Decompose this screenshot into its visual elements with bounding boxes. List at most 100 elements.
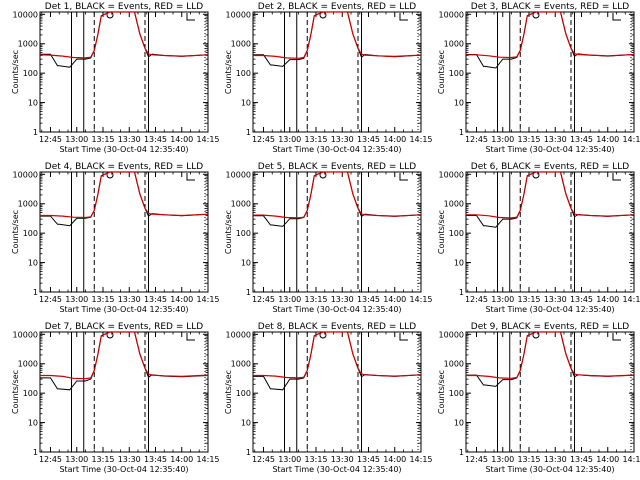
y-tick-label: 10000 bbox=[226, 170, 251, 179]
x-tick-label: 12:45 bbox=[252, 295, 275, 304]
panel-title: Det 9, BLACK = Events, RED = LLD bbox=[471, 322, 630, 332]
y-tick-label: 10 bbox=[454, 99, 464, 108]
y-tick-label: 10000 bbox=[13, 330, 38, 339]
plot-frame bbox=[39, 331, 209, 453]
x-tick-label: 12:45 bbox=[465, 455, 488, 464]
x-tick-label: 12:45 bbox=[39, 295, 62, 304]
y-tick-label: 100 bbox=[449, 389, 464, 398]
y-tick-label: 100 bbox=[236, 389, 251, 398]
x-axis-label: Start Time (30-Oct-04 12:35:40) bbox=[485, 465, 614, 474]
y-tick-label: 100 bbox=[236, 69, 251, 78]
x-axis-label: Start Time (30-Oct-04 12:35:40) bbox=[272, 465, 401, 474]
detector-panel-8: Det 8, BLACK = Events, RED = LLD 1 10 100 10… bbox=[224, 322, 433, 474]
y-tick-label: 1 bbox=[33, 448, 38, 457]
x-tick-label: 14:00 bbox=[596, 295, 619, 304]
detector-panel-9: Det 9, BLACK = Events, RED = LLD 1 10 100 10… bbox=[437, 322, 640, 474]
y-tick-label: 100 bbox=[449, 229, 464, 238]
x-tick-label: 14:00 bbox=[596, 135, 619, 144]
y-tick-label: 10000 bbox=[13, 170, 38, 179]
x-tick-label: 13:15 bbox=[304, 295, 327, 304]
plot-frame bbox=[39, 11, 209, 133]
y-tick-label: 1 bbox=[459, 128, 464, 137]
y-axis-label: Counts/sec bbox=[437, 210, 446, 254]
y-tick-label: 1 bbox=[246, 128, 251, 137]
y-tick-label: 10 bbox=[241, 419, 251, 428]
y-tick-label: 1000 bbox=[444, 360, 464, 369]
y-axis-label: Counts/sec bbox=[437, 50, 446, 94]
y-tick-label: 1000 bbox=[231, 40, 251, 49]
plot-frame bbox=[252, 331, 422, 453]
series-line-lld bbox=[40, 12, 208, 59]
x-tick-label: 13:00 bbox=[65, 135, 88, 144]
x-tick-label: 13:45 bbox=[144, 135, 167, 144]
box-marker bbox=[612, 173, 621, 181]
x-tick-label: 13:00 bbox=[491, 455, 514, 464]
detector-panel-4: Det 4, BLACK = Events, RED = LLD 1 10 100 10… bbox=[11, 162, 220, 314]
panel-title: Det 7, BLACK = Events, RED = LLD bbox=[45, 322, 204, 332]
x-tick-label: 14:15 bbox=[622, 135, 640, 144]
x-tick-label: 12:45 bbox=[252, 455, 275, 464]
plot-frame bbox=[465, 11, 635, 133]
series-line-events bbox=[40, 12, 208, 68]
box-marker bbox=[186, 333, 195, 341]
x-tick-label: 14:15 bbox=[622, 295, 640, 304]
x-tick-label: 13:30 bbox=[118, 295, 141, 304]
x-tick-label: 13:00 bbox=[278, 295, 301, 304]
series-line-events bbox=[253, 332, 421, 391]
x-tick-label: 13:30 bbox=[118, 135, 141, 144]
series-line-lld bbox=[466, 12, 634, 59]
x-axis-label: Start Time (30-Oct-04 12:35:40) bbox=[272, 305, 401, 314]
series-line-lld bbox=[40, 332, 208, 380]
y-tick-label: 10 bbox=[28, 99, 38, 108]
y-tick-label: 10 bbox=[28, 259, 38, 268]
x-tick-label: 14:15 bbox=[622, 455, 640, 464]
x-tick-label: 13:30 bbox=[544, 295, 567, 304]
y-tick-label: 10000 bbox=[226, 10, 251, 19]
series-line-events bbox=[466, 332, 634, 387]
series-line-events bbox=[40, 332, 208, 391]
x-tick-label: 14:15 bbox=[196, 455, 219, 464]
x-tick-label: 13:45 bbox=[357, 135, 380, 144]
x-axis-label: Start Time (30-Oct-04 12:35:40) bbox=[59, 145, 188, 154]
x-tick-label: 12:45 bbox=[39, 135, 62, 144]
series-line-lld bbox=[253, 12, 421, 59]
x-tick-label: 13:00 bbox=[491, 295, 514, 304]
x-tick-label: 14:00 bbox=[383, 455, 406, 464]
x-tick-label: 13:00 bbox=[278, 455, 301, 464]
box-marker bbox=[612, 13, 621, 21]
series-line-lld bbox=[253, 332, 421, 379]
y-tick-label: 1 bbox=[459, 448, 464, 457]
y-tick-label: 1000 bbox=[231, 360, 251, 369]
x-tick-label: 13:15 bbox=[304, 455, 327, 464]
y-tick-label: 10 bbox=[454, 419, 464, 428]
series-line-lld bbox=[466, 332, 634, 379]
y-tick-label: 100 bbox=[449, 69, 464, 78]
panel-title: Det 5, BLACK = Events, RED = LLD bbox=[258, 162, 417, 172]
x-tick-label: 13:00 bbox=[278, 135, 301, 144]
series-line-lld bbox=[40, 172, 208, 219]
plot-frame bbox=[252, 11, 422, 133]
x-tick-label: 13:45 bbox=[570, 295, 593, 304]
y-tick-label: 10 bbox=[454, 259, 464, 268]
series-line-events bbox=[253, 172, 421, 227]
x-tick-label: 14:00 bbox=[170, 455, 193, 464]
y-axis-label: Counts/sec bbox=[224, 370, 233, 414]
plot-frame bbox=[465, 171, 635, 293]
x-axis-label: Start Time (30-Oct-04 12:35:40) bbox=[485, 305, 614, 314]
x-tick-label: 13:15 bbox=[517, 455, 540, 464]
x-tick-label: 13:15 bbox=[517, 295, 540, 304]
y-tick-label: 10000 bbox=[439, 170, 464, 179]
x-tick-label: 13:30 bbox=[544, 455, 567, 464]
y-tick-label: 1 bbox=[33, 128, 38, 137]
y-tick-label: 1 bbox=[246, 448, 251, 457]
x-tick-label: 13:30 bbox=[331, 295, 354, 304]
y-tick-label: 10 bbox=[28, 419, 38, 428]
x-tick-label: 12:45 bbox=[465, 135, 488, 144]
y-axis-label: Counts/sec bbox=[224, 210, 233, 254]
x-tick-label: 12:45 bbox=[465, 295, 488, 304]
x-tick-label: 14:00 bbox=[596, 455, 619, 464]
x-tick-label: 13:15 bbox=[517, 135, 540, 144]
y-axis-label: Counts/sec bbox=[437, 370, 446, 414]
x-tick-label: 14:15 bbox=[409, 455, 432, 464]
